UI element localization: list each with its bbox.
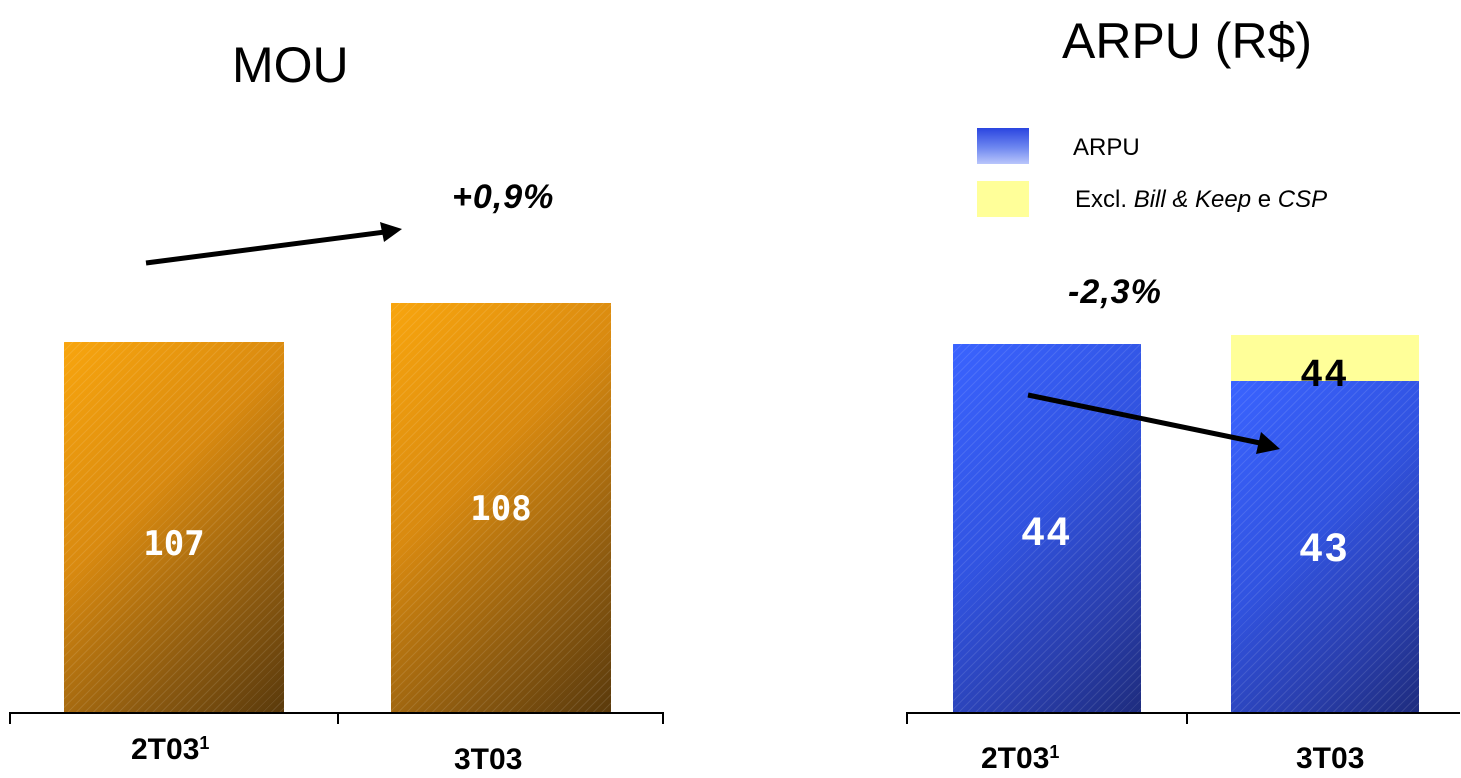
mou-x-axis (9, 712, 664, 714)
mou-bar-2t03: 107 (64, 342, 284, 712)
mou-chart-title: MOU (232, 37, 349, 93)
arpu-x-axis (906, 712, 1460, 714)
legend-label-excl-prefix: Excl. (1075, 186, 1134, 213)
arpu-trend-arrow (1027, 392, 1280, 454)
legend-swatch-excl (977, 181, 1029, 217)
legend-label-arpu: ARPU (1073, 134, 1140, 161)
footnote-marker: 1 (1049, 742, 1060, 762)
arpu-bar-2t03: 44 (953, 344, 1141, 712)
arpu-excl-value-label-3t03: 44 (1300, 353, 1350, 395)
arpu-value-label-2t03: 44 (1021, 510, 1073, 554)
arpu-x-tick (1186, 712, 1188, 724)
legend-label-excl: Excl. Bill & Keep e CSP (1075, 186, 1327, 214)
arpu-category-label-3t03: 3T03 (1296, 742, 1365, 775)
mou-value-label-3t03: 108 (470, 489, 532, 529)
footnote-marker: 1 (199, 733, 210, 753)
mou-x-tick (662, 712, 664, 724)
mou-x-tick (337, 712, 339, 724)
arpu-value-label-3t03: 43 (1299, 526, 1351, 570)
legend-label-excl-mid: e (1251, 186, 1278, 213)
mou-change-label: +0,9% (452, 178, 555, 216)
mou-value-label-2t03: 107 (143, 524, 205, 564)
arpu-excl-bar-3t03: 44 (1231, 335, 1419, 395)
mou-category-label-3t03: 3T03 (454, 743, 523, 776)
mou-x-tick (9, 712, 11, 724)
arpu-category-label-2t03: 2T031 (981, 742, 1060, 775)
legend-label-excl-bill-keep: Bill & Keep (1133, 186, 1252, 213)
legend-label-excl-csp: CSP (1277, 186, 1328, 213)
mou-category-label-2t03: 2T031 (131, 733, 210, 766)
arpu-x-tick (906, 712, 908, 724)
mou-bar-3t03: 108 (391, 303, 611, 712)
mou-trend-arrow (145, 222, 402, 266)
arpu-change-label: -2,3% (1068, 273, 1162, 311)
arpu-chart-title: ARPU (R$) (1062, 13, 1313, 69)
legend-swatch-arpu (977, 128, 1029, 164)
